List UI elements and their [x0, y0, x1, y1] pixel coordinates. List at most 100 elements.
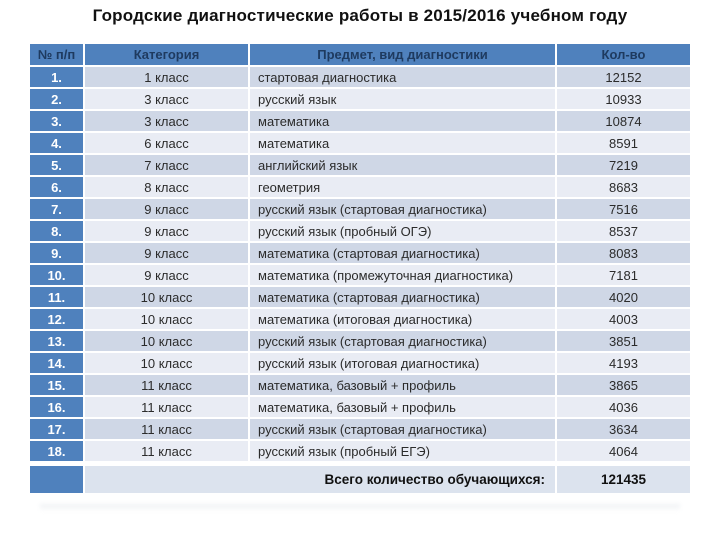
row-number-cell: 16.	[28, 395, 85, 419]
count-cell: 3634	[555, 417, 692, 441]
table-row: 10. 9 класс математика (промежуточная диаг…	[28, 263, 692, 287]
count-cell: 4020	[555, 285, 692, 309]
table-row: 4. 6 класс математика 8591	[28, 131, 692, 155]
row-number-cell: 12.	[28, 307, 85, 331]
subject-cell: русский язык (стартовая диагностика)	[248, 197, 557, 221]
category-cell: 10 класс	[83, 329, 250, 353]
table-row: 1. 1 класс стартовая диагностика 12152	[28, 65, 692, 89]
count-cell: 4193	[555, 351, 692, 375]
row-number-cell: 11.	[28, 285, 85, 309]
subject-cell: стартовая диагностика	[248, 65, 557, 89]
row-number-cell: 7.	[28, 197, 85, 221]
row-number-cell: 3.	[28, 109, 85, 133]
table-row: 9. 9 класс математика (стартовая диагности…	[28, 241, 692, 265]
subject-cell: геометрия	[248, 175, 557, 199]
table-row: 11. 10 класс математика (стартовая диагнос…	[28, 285, 692, 309]
diagnostics-table: № п/п Категория Предмет, вид диагностики…	[28, 42, 692, 495]
footer-total-value: 121435	[555, 461, 692, 495]
table-row: 2. 3 класс русский язык 10933	[28, 87, 692, 111]
row-number-cell: 9.	[28, 241, 85, 265]
count-cell: 7181	[555, 263, 692, 287]
table-row: 15. 11 класс математика, базовый + профиль…	[28, 373, 692, 397]
category-cell: 6 класс	[83, 131, 250, 155]
column-header-count: Кол-во	[555, 42, 692, 67]
category-cell: 10 класс	[83, 351, 250, 375]
row-number-cell: 13.	[28, 329, 85, 353]
table-row: 6. 8 класс геометрия 8683	[28, 175, 692, 199]
category-cell: 3 класс	[83, 109, 250, 133]
count-cell: 3851	[555, 329, 692, 353]
count-cell: 12152	[555, 65, 692, 89]
category-cell: 1 класс	[83, 65, 250, 89]
subject-cell: английский язык	[248, 153, 557, 177]
count-cell: 4064	[555, 439, 692, 465]
count-cell: 7219	[555, 153, 692, 177]
subject-cell: русский язык (стартовая диагностика)	[248, 417, 557, 441]
row-number-cell: 5.	[28, 153, 85, 177]
table-row: 12. 10 класс математика (итоговая диагност…	[28, 307, 692, 331]
category-cell: 9 класс	[83, 263, 250, 287]
count-cell: 4003	[555, 307, 692, 331]
subject-cell: математика	[248, 131, 557, 155]
subject-cell: математика, базовый + профиль	[248, 373, 557, 397]
subject-cell: русский язык	[248, 87, 557, 111]
column-header-category: Категория	[83, 42, 250, 67]
subject-cell: математика (итоговая диагностика)	[248, 307, 557, 331]
table-row: 7. 9 класс русский язык (стартовая диагнос…	[28, 197, 692, 221]
category-cell: 11 класс	[83, 395, 250, 419]
category-cell: 7 класс	[83, 153, 250, 177]
subject-cell: математика	[248, 109, 557, 133]
row-number-cell: 1.	[28, 65, 85, 89]
table-header: № п/п Категория Предмет, вид диагностики…	[28, 42, 692, 67]
table-row: 16. 11 класс математика, базовый + профиль…	[28, 395, 692, 419]
table-row: 18. 11 класс русский язык (пробный ЕГЭ) 406…	[28, 439, 692, 465]
column-header-number: № п/п	[28, 42, 85, 67]
row-number-cell: 8.	[28, 219, 85, 243]
footer-row: Всего количество обучающихся: 121435	[28, 461, 692, 495]
row-number-cell: 2.	[28, 87, 85, 111]
row-number-cell: 10.	[28, 263, 85, 287]
category-cell: 10 класс	[83, 285, 250, 309]
category-cell: 11 класс	[83, 373, 250, 397]
table-reflection	[40, 504, 680, 511]
table-body: 1. 1 класс стартовая диагностика 12152 2. 3 к…	[28, 65, 692, 465]
row-number-cell: 6.	[28, 175, 85, 199]
count-cell: 8083	[555, 241, 692, 265]
footer-total-label: Всего количество обучающихся:	[83, 461, 557, 495]
subject-cell: математика (стартовая диагностика)	[248, 241, 557, 265]
subject-cell: русский язык (пробный ЕГЭ)	[248, 439, 557, 465]
table-row: 13. 10 класс русский язык (стартовая диагн…	[28, 329, 692, 353]
table-row: 14. 10 класс русский язык (итоговая диагно…	[28, 351, 692, 375]
row-number-cell: 4.	[28, 131, 85, 155]
count-cell: 3865	[555, 373, 692, 397]
page-title: Городские диагностические работы в 2015/…	[92, 6, 628, 25]
count-cell: 10874	[555, 109, 692, 133]
column-header-subject: Предмет, вид диагностики	[248, 42, 557, 67]
subject-cell: русский язык (итоговая диагностика)	[248, 351, 557, 375]
category-cell: 11 класс	[83, 417, 250, 441]
table-row: 8. 9 класс русский язык (пробный ОГЭ) 8537	[28, 219, 692, 243]
subject-cell: математика, базовый + профиль	[248, 395, 557, 419]
row-number-cell: 17.	[28, 417, 85, 441]
count-cell: 10933	[555, 87, 692, 111]
table-row: 5. 7 класс английский язык 7219	[28, 153, 692, 177]
category-cell: 9 класс	[83, 197, 250, 221]
footer-spacer-cell	[28, 461, 85, 495]
subject-cell: математика (стартовая диагностика)	[248, 285, 557, 309]
count-cell: 7516	[555, 197, 692, 221]
table-row: 3. 3 класс математика 10874	[28, 109, 692, 133]
category-cell: 10 класс	[83, 307, 250, 331]
count-cell: 8591	[555, 131, 692, 155]
category-cell: 9 класс	[83, 219, 250, 243]
count-cell: 4036	[555, 395, 692, 419]
category-cell: 9 класс	[83, 241, 250, 265]
count-cell: 8683	[555, 175, 692, 199]
category-cell: 3 класс	[83, 87, 250, 111]
row-number-cell: 18.	[28, 439, 85, 465]
table-row: 17. 11 класс русский язык (стартовая диагн…	[28, 417, 692, 441]
count-cell: 8537	[555, 219, 692, 243]
subject-cell: математика (промежуточная диагностика)	[248, 263, 557, 287]
category-cell: 8 класс	[83, 175, 250, 199]
row-number-cell: 15.	[28, 373, 85, 397]
